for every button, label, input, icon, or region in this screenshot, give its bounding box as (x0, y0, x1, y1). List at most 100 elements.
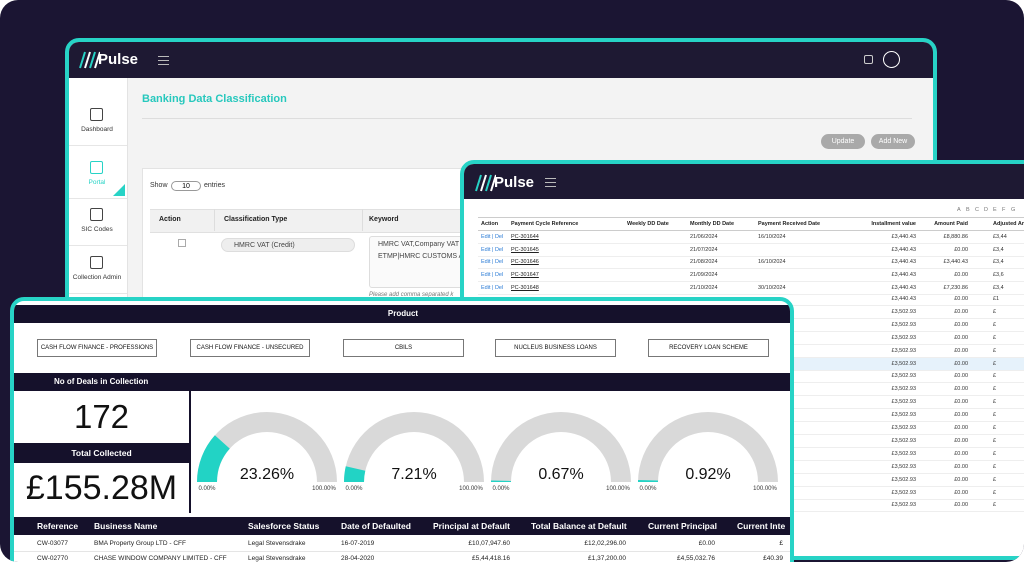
gauge-track (197, 412, 337, 482)
menu-icon[interactable] (158, 64, 169, 66)
sidebar-item[interactable]: Dashboard (81, 126, 113, 133)
table-cell: 21/08/2024 (690, 259, 718, 266)
deals-value: 172 (73, 398, 130, 435)
table-cell: £0.00 (954, 489, 968, 496)
table-cell: £3,502.93 (891, 334, 916, 341)
table-cell: £3,502.93 (891, 502, 916, 509)
table-cell: £4,55,032.76 (677, 555, 715, 562)
table-cell[interactable]: Edit | Del (481, 284, 504, 291)
row-divider (790, 434, 1024, 435)
button[interactable]: Update (821, 134, 865, 149)
menu-icon[interactable] (158, 60, 169, 62)
table-cell: 21/09/2024 (690, 272, 718, 279)
product-button[interactable]: RECOVERY LOAN SCHEME (648, 339, 769, 357)
gauge-fill (197, 435, 230, 482)
table-cell[interactable]: PC-301645 (511, 246, 539, 253)
row-divider (790, 459, 1024, 461)
table-cell[interactable]: PC-301647 (511, 272, 539, 279)
sidebar-item[interactable]: Portal (88, 179, 106, 186)
table-cell[interactable]: Edit | Del (481, 272, 504, 279)
table-cell: £3,440.43 (891, 272, 916, 279)
row-divider (790, 408, 1024, 410)
row-divider (790, 421, 1024, 423)
product-button[interactable]: CASH FLOW FINANCE - PROFESSIONS (37, 339, 157, 357)
column-header: Installment value (871, 221, 916, 227)
hint-text: Please add comma separated k (369, 292, 454, 298)
title-rule (142, 118, 912, 119)
checkbox[interactable] (178, 239, 186, 247)
menu-icon[interactable] (545, 182, 556, 184)
table-cell: £ (993, 373, 997, 380)
table-cell: £0.00 (954, 450, 968, 457)
row-divider (790, 343, 1024, 345)
table-cell: £3,440.43 (891, 296, 916, 302)
gauge-max: 100.00% (459, 486, 483, 492)
header-divider (214, 209, 215, 231)
table-cell: £3,502.93 (891, 450, 916, 457)
gauges (197, 412, 778, 482)
table-cell: £ (993, 386, 997, 393)
table-cell: 21/10/2024 (690, 284, 718, 291)
table-cell: £ (993, 412, 997, 419)
table-cell: £3,440.43 (891, 284, 916, 291)
column-header: Amount Paid (934, 221, 968, 227)
sidebar-divider (69, 145, 127, 146)
keyword-box (369, 236, 471, 288)
table-cell: 21/07/2024 (690, 246, 718, 253)
table-cell: £3,440.43 (891, 259, 916, 266)
table-cell[interactable]: PC-301646 (511, 259, 539, 266)
table-cell: 21/06/2024 (690, 234, 718, 240)
sidebar-divider (69, 245, 127, 246)
table-cell: £3,502.93 (891, 463, 916, 470)
row-divider (790, 369, 1024, 371)
table-cell: £40.39 (763, 555, 783, 562)
table-cell: £3,4 (993, 246, 1004, 253)
user-icon[interactable] (883, 51, 900, 68)
button[interactable]: Add New (871, 134, 915, 149)
column-letter: E (993, 207, 997, 213)
table-cell: £0.00 (954, 386, 968, 393)
sidebar-icon (90, 161, 103, 174)
table-cell: £ (993, 450, 997, 457)
menu-icon[interactable] (545, 186, 556, 188)
table-cell: 16/10/2024 (758, 259, 786, 266)
row-highlight (790, 357, 1024, 370)
table-cell[interactable]: Edit | Del (481, 259, 504, 266)
table-cell: £0.00 (954, 360, 968, 367)
table-cell: £3,502.93 (891, 373, 916, 380)
product-button[interactable]: NUCLEUS BUSINESS LOANS (495, 339, 616, 357)
gauge-min: 0.00% (345, 486, 363, 492)
column-header: Weekly DD Date (627, 221, 669, 227)
sidebar-icon (90, 108, 103, 121)
table-cell: £3,502.93 (891, 437, 916, 444)
table-cell[interactable]: PC-301648 (511, 284, 539, 291)
header-bar (69, 42, 933, 78)
sidebar-item[interactable]: Collection Admin (72, 274, 122, 281)
sidebar-item[interactable]: SIC Codes (81, 226, 113, 233)
table-cell[interactable]: Edit | Del (481, 246, 504, 253)
table-cell: £3,440.43 (891, 246, 916, 253)
row-divider (790, 317, 1024, 319)
table-cell[interactable]: Edit | Del (481, 234, 504, 240)
table-cell: 30/10/2024 (758, 284, 786, 291)
column-letter: F (1002, 207, 1006, 213)
product-button[interactable]: CASH FLOW FINANCE - UNSECURED (190, 339, 310, 357)
row-divider (790, 511, 1024, 513)
table-cell: £3,502.93 (891, 347, 916, 354)
table-cell: £3,6 (993, 272, 1004, 279)
menu-icon[interactable] (545, 178, 556, 180)
sidebar-divider (69, 198, 127, 199)
product-button[interactable]: CBILS (343, 339, 464, 357)
column-header: Business Name (94, 521, 158, 531)
table-cell: £ (993, 437, 997, 444)
table-cell: £ (993, 463, 997, 470)
gauge-track (491, 412, 631, 482)
section-header: Total Collected (14, 443, 189, 463)
table-cell[interactable]: PC-301644 (511, 234, 539, 240)
type-pill[interactable]: HMRC VAT (Credit) (221, 238, 355, 252)
entries-select[interactable]: 10 (171, 181, 201, 191)
menu-icon[interactable] (158, 56, 169, 58)
table-cell: £0.00 (954, 272, 968, 279)
table-cell: £3,440.43 (891, 234, 916, 240)
keyword-text: HMRC VAT,Company VAT (378, 241, 460, 248)
